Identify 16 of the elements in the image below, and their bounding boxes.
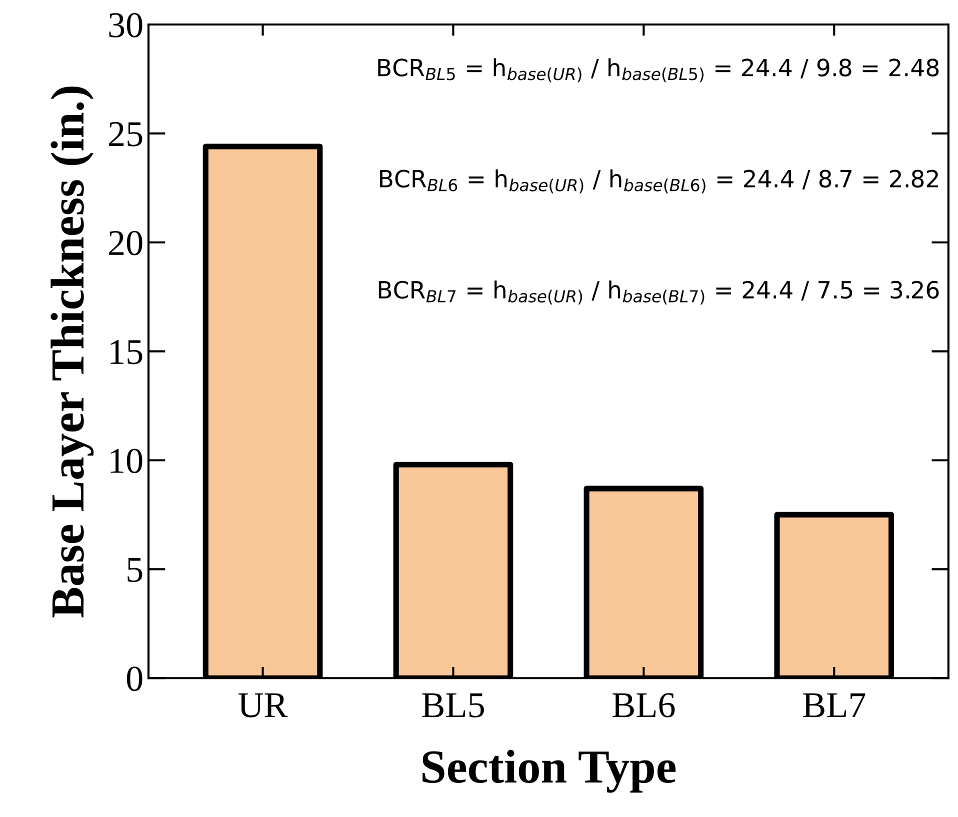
- annotation: BCR$_{BL5}$ = h$_{base(UR)}$ / h$_{base(BL5)}$ = 24.4 / 9.8 = 2.48: [378, 58, 939, 82]
- y-tick-label: 20: [109, 230, 142, 256]
- y-tick-label: 5: [128, 558, 142, 582]
- y-tick-label: 10: [110, 448, 142, 474]
- x-tick-label: BL5: [422, 693, 484, 718]
- x-axis-title: Section Type: [422, 750, 676, 793]
- annotation: BCR$_{BL6}$ = h$_{base(UR)}$ / h$_{base(BL6)}$ = 24.4 / 8.7 = 2.82: [380, 169, 938, 194]
- y-axis-title: Base Layer Thickness (in.): [50, 86, 94, 618]
- y-tick-label: 0: [126, 666, 142, 691]
- annotation: BCR$_{BL7}$ = h$_{base(UR)}$ / h$_{base(BL7)}$ = 24.4 / 7.5 = 3.26: [378, 280, 939, 304]
- x-tick-label: BL6: [612, 693, 675, 718]
- y-tick-label: 30: [109, 13, 142, 38]
- y-tick-label: 25: [109, 122, 142, 146]
- x-tick-label: UR: [238, 693, 288, 718]
- x-tick-label: BL7: [803, 693, 866, 718]
- y-tick-label: 15: [110, 340, 142, 364]
